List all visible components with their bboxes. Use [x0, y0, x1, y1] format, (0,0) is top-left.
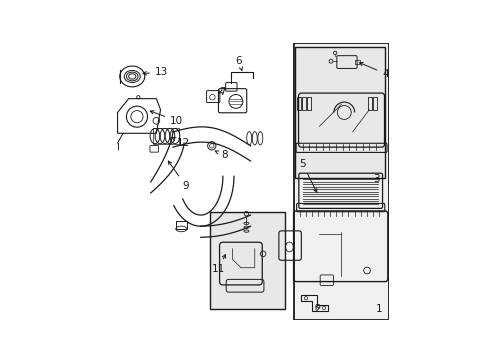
Text: 3: 3 [372, 174, 379, 184]
Text: 8: 8 [215, 150, 228, 161]
Bar [355, 60, 359, 64]
Text: 2: 2 [314, 304, 320, 314]
Bar [367, 97, 371, 110]
Text: 5: 5 [299, 159, 316, 192]
Text: 10: 10 [150, 111, 183, 126]
Text: 6: 6 [235, 56, 242, 71]
Text: 13: 13 [143, 67, 168, 77]
Bar [372, 97, 376, 110]
Text: 9: 9 [168, 161, 189, 191]
Bar [306, 97, 310, 110]
Text: 7: 7 [218, 87, 225, 97]
Text: 4: 4 [359, 63, 388, 79]
Bar [175, 221, 186, 229]
Bar [294, 48, 384, 177]
Bar [152, 128, 179, 144]
Bar [302, 97, 305, 110]
Text: 11: 11 [211, 255, 225, 274]
Text: 1: 1 [375, 304, 382, 314]
Text: 12: 12 [171, 138, 190, 148]
Bar [297, 97, 301, 110]
Bar [293, 43, 388, 320]
Bar [210, 212, 285, 309]
